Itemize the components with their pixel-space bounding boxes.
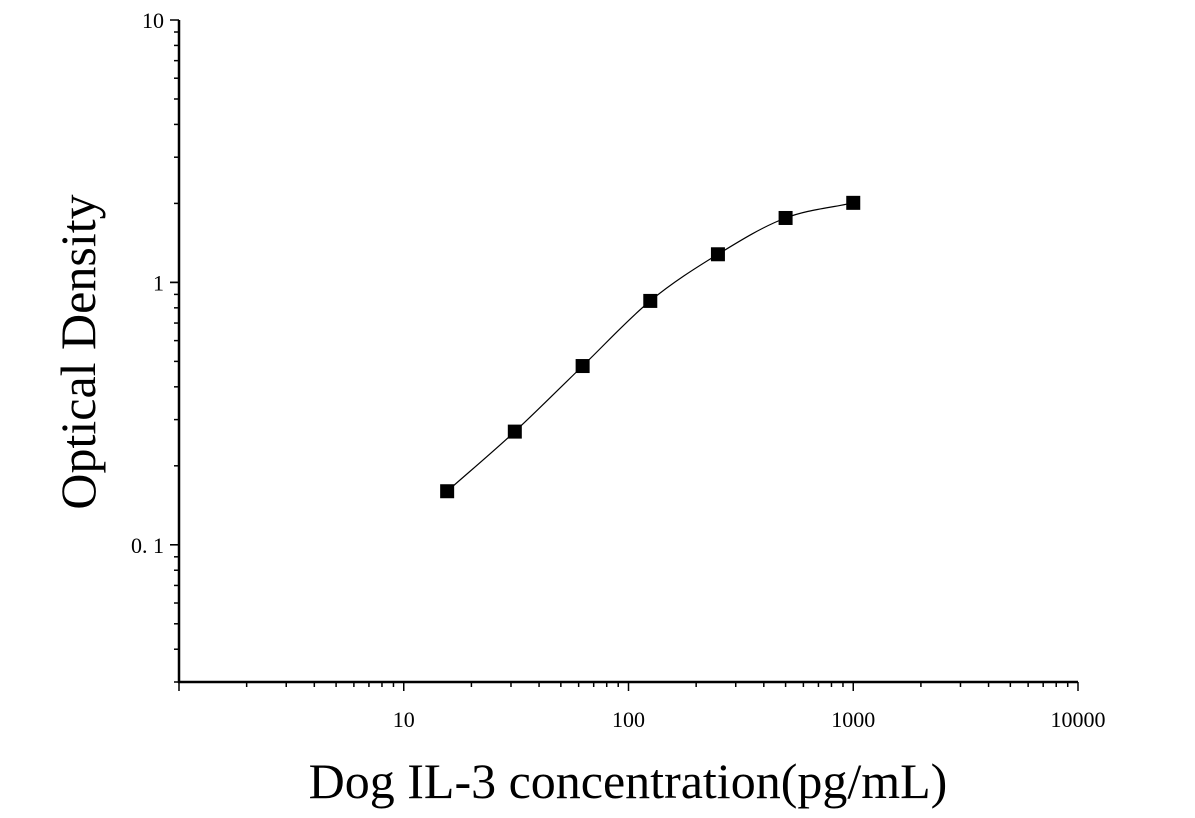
ticks [170,19,1079,691]
x-tick-label: 1000 [831,707,875,732]
y-tick-label: 10 [142,8,164,33]
y-tick-label: 0. 1 [131,533,164,558]
data-points [440,195,861,499]
data-point-marker [710,247,725,262]
x-axis-title: Dog IL-3 concentration(pg/mL) [309,753,948,809]
data-point-marker [440,484,455,499]
x-tick-label: 10000 [1051,707,1106,732]
data-point-marker [643,293,658,308]
tick-labels: 10 100 1000 10000 0. 1 1 10 [131,8,1106,732]
x-tick-label: 100 [612,707,645,732]
data-point-marker [575,359,590,374]
fit-curve [446,202,854,492]
y-axis-title: Optical Density [50,194,106,509]
data-point-marker [846,195,861,210]
y-tick-label: 1 [153,270,164,295]
x-tick-label: 10 [393,707,415,732]
axes [177,20,1078,684]
data-point-marker [778,210,793,225]
data-point-marker [507,424,522,439]
